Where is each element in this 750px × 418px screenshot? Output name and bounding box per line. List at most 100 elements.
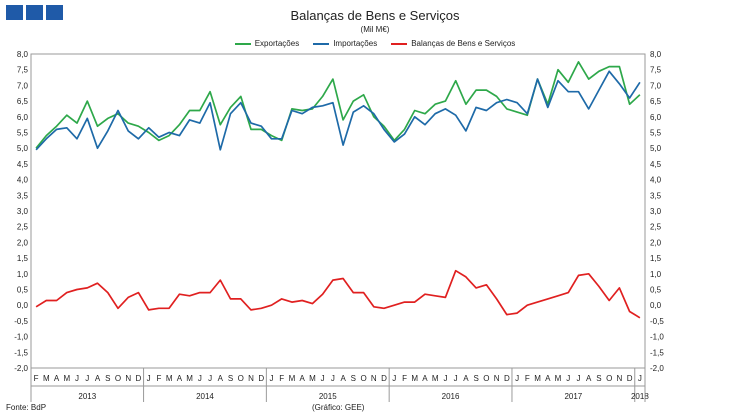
legend-swatch-balance xyxy=(391,42,408,45)
y-tick-label-left: -2,0 xyxy=(14,364,28,373)
y-tick-label-left: 4,0 xyxy=(17,176,29,185)
x-tick-month-label: O xyxy=(606,374,612,383)
y-tick-label-left: 8,0 xyxy=(17,50,29,59)
x-tick-month-label: J xyxy=(638,374,642,383)
y-tick-label-right: 7,0 xyxy=(650,81,662,90)
series-lines xyxy=(35,61,641,319)
x-tick-month-label: O xyxy=(483,374,489,383)
y-tick-label-right: 5,5 xyxy=(650,129,662,138)
y-tick-label-right: 0,5 xyxy=(650,286,662,295)
x-tick-month-label: M xyxy=(411,374,418,383)
x-tick-month-label: O xyxy=(238,374,244,383)
series-line-balance xyxy=(35,269,641,319)
x-year-label: 2016 xyxy=(442,392,460,401)
y-tick-label-right: 6,0 xyxy=(650,113,662,122)
y-tick-label-left: 3,5 xyxy=(17,191,29,200)
y-axis-right: 8,0 7,5 7,0 6,5 6,0 5,5 5,0 4,5 4,0 3,5 3,0 2,5 2,0 1… xyxy=(650,50,664,373)
x-tick-month-label: M xyxy=(534,374,541,383)
y-tick-label-right: 3,0 xyxy=(650,207,662,216)
x-tick-month-label: S xyxy=(228,374,233,383)
brand-square-2 xyxy=(26,5,43,20)
x-tick-month-label: M xyxy=(309,374,316,383)
x-tick-month-label: F xyxy=(34,374,39,383)
x-tick-month-label: S xyxy=(351,374,356,383)
y-tick-label-left: 5,0 xyxy=(17,144,29,153)
x-tick-month-label: J xyxy=(454,374,458,383)
y-axis-left: 8,0 7,5 7,0 6,5 6,0 5,5 5,0 4,5 4,0 3,5 3,0 2,5 2,0 1… xyxy=(14,50,28,373)
x-tick-month-label: J xyxy=(269,374,273,383)
y-tick-label-right: 4,0 xyxy=(650,176,662,185)
x-tick-month-label: D xyxy=(136,374,142,383)
y-tick-label-right: 5,0 xyxy=(650,144,662,153)
y-tick-label-left: 7,0 xyxy=(17,81,29,90)
legend-item-balance: Balanças de Bens e Serviços xyxy=(391,39,515,48)
y-tick-label-left: 6,0 xyxy=(17,113,29,122)
legend-swatch-exports xyxy=(234,42,251,45)
y-tick-label-left: -1,5 xyxy=(14,348,28,357)
x-year-label: 2013 xyxy=(78,392,96,401)
x-tick-month-label: J xyxy=(576,374,580,383)
x-tick-month-label: M xyxy=(289,374,296,383)
legend-item-exports: Exportações xyxy=(234,39,299,48)
chart-title: Balanças de Bens e Serviços xyxy=(290,8,460,23)
x-tick-month-label: J xyxy=(75,374,79,383)
x-tick-month-label: J xyxy=(515,374,519,383)
x-tick-month-label: S xyxy=(473,374,478,383)
x-tick-month-label: J xyxy=(321,374,325,383)
brand-logo xyxy=(6,5,63,20)
x-tick-month-label: N xyxy=(248,374,254,383)
x-year-label: 2015 xyxy=(319,392,337,401)
x-tick-month-label: N xyxy=(371,374,377,383)
credit-note: (Gráfico: GEE) xyxy=(312,403,365,412)
legend-swatch-imports xyxy=(313,42,330,45)
x-tick-month-label: J xyxy=(147,374,151,383)
y-tick-label-left: 3,0 xyxy=(17,207,29,216)
plot-frame xyxy=(30,53,646,369)
y-tick-label-right: 4,5 xyxy=(650,160,662,169)
y-tick-label-left: 0,0 xyxy=(17,301,29,310)
x-tick-month-label: D xyxy=(258,374,264,383)
x-tick-month-label: O xyxy=(360,374,366,383)
y-tick-label-right: -2,0 xyxy=(650,364,664,373)
x-tick-month-label: M xyxy=(186,374,193,383)
axes xyxy=(30,53,646,369)
x-tick-month-label: A xyxy=(177,374,183,383)
x-tick-month-label: M xyxy=(432,374,439,383)
x-tick-month-label: A xyxy=(422,374,428,383)
x-tick-month-label: S xyxy=(105,374,110,383)
x-tick-month-label: J xyxy=(392,374,396,383)
y-tick-label-right: -1,0 xyxy=(650,333,664,342)
x-tick-month-label: J xyxy=(85,374,89,383)
x-tick-month-label: A xyxy=(95,374,101,383)
x-year-label: 2014 xyxy=(196,392,214,401)
x-tick-month-label: J xyxy=(198,374,202,383)
y-tick-label-left: 1,5 xyxy=(17,254,29,263)
y-tick-label-right: 0,0 xyxy=(650,301,662,310)
x-tick-month-label: A xyxy=(463,374,469,383)
y-tick-label-left: 6,5 xyxy=(17,97,29,106)
x-tick-month-label: S xyxy=(596,374,601,383)
x-tick-month-label: J xyxy=(208,374,212,383)
x-tick-month-label: M xyxy=(555,374,562,383)
x-tick-month-label: A xyxy=(300,374,306,383)
x-tick-month-label: D xyxy=(504,374,510,383)
x-tick-month-label: M xyxy=(166,374,173,383)
legend-item-imports: Importações xyxy=(313,39,377,48)
x-tick-month-label: A xyxy=(545,374,551,383)
brand-square-1 xyxy=(6,5,23,20)
x-tick-month-label: N xyxy=(125,374,131,383)
brand-square-3 xyxy=(46,5,63,20)
y-tick-label-right: -1,5 xyxy=(650,348,664,357)
y-tick-label-right: 1,5 xyxy=(650,254,662,263)
x-tick-month-label: D xyxy=(627,374,633,383)
x-tick-month-label: A xyxy=(586,374,592,383)
y-tick-label-left: 1,0 xyxy=(17,270,29,279)
y-tick-label-left: -1,0 xyxy=(14,333,28,342)
series-line-imports xyxy=(35,70,641,151)
y-tick-label-left: 7,5 xyxy=(17,66,29,75)
y-tick-label-right: 1,0 xyxy=(650,270,662,279)
x-tick-month-label: M xyxy=(43,374,50,383)
x-tick-month-label: J xyxy=(331,374,335,383)
